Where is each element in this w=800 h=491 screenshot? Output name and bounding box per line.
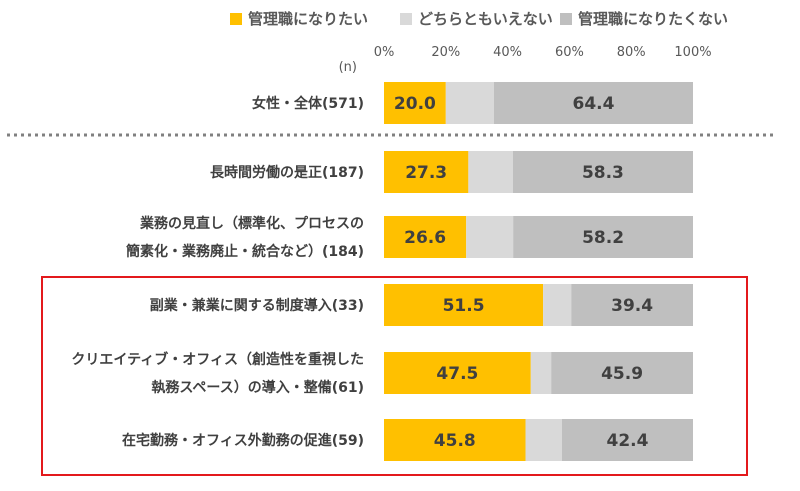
bar-want (384, 419, 526, 461)
bars-group: 20.0 64.4 27.3 58.3 26.6 58.2 51.5 39.4 47.5 45.9… (384, 82, 693, 461)
bar-want (384, 352, 531, 394)
bar-neither (468, 151, 513, 193)
value-label-want: 20.0 (394, 94, 436, 114)
bar-want (384, 82, 446, 124)
bar-want (384, 284, 544, 326)
bar-neither (530, 352, 552, 394)
x-tick-label: 80% (617, 45, 646, 60)
x-tick-label: 60% (555, 45, 584, 60)
bar-not-want (513, 216, 693, 258)
x-axis: 0% 20% 40% 60% 80% 100% (n) (339, 45, 712, 75)
bar-neither (466, 216, 514, 258)
legend-swatch-2 (560, 13, 572, 25)
category-label: 業務の見直し（標準化、プロセスの (139, 215, 364, 232)
legend-swatch-1 (400, 13, 412, 25)
sample-size-label: (n) (339, 60, 357, 75)
legend: 管理職になりたい どちらともいえない 管理職になりたくない (230, 10, 728, 28)
category-label: 副業・兼業に関する制度導入(33) (150, 297, 364, 314)
legend-label-0: 管理職になりたい (248, 10, 368, 28)
x-tick-label: 40% (493, 45, 522, 60)
value-label-not-want: 42.4 (607, 431, 649, 451)
x-tick-label: 100% (674, 45, 711, 60)
value-label-want: 47.5 (436, 364, 478, 384)
highlight-box (41, 276, 748, 476)
value-label-not-want: 45.9 (601, 364, 643, 384)
value-label-not-want: 64.4 (573, 94, 615, 114)
x-tick-label: 0% (374, 45, 395, 60)
value-label-want: 27.3 (405, 163, 447, 183)
value-label-want: 45.8 (434, 431, 476, 451)
bar-neither (543, 284, 572, 326)
category-label: 女性・全体(571) (252, 95, 364, 112)
bar-neither (525, 419, 562, 461)
bar-not-want (571, 284, 693, 326)
value-label-want: 51.5 (443, 296, 485, 316)
bar-want (384, 151, 469, 193)
category-label: 執務スペース）の導入・整備(61) (151, 379, 364, 396)
bar-neither (445, 82, 495, 124)
annotations (7, 133, 775, 476)
category-label: クリエイティブ・オフィス（創造性を重視した (71, 351, 364, 368)
bar-not-want (494, 82, 693, 124)
x-tick-label: 20% (431, 45, 460, 60)
bar-not-want (561, 419, 693, 461)
legend-label-2: 管理職になりたくない (578, 10, 728, 28)
category-labels: 女性・全体(571) 長時間労働の是正(187) 業務の見直し（標準化、プロセスの簡… (71, 95, 364, 449)
category-label: 在宅勤務・オフィス外勤務の促進(59) (122, 432, 364, 449)
bar-not-want (512, 151, 693, 193)
value-label-not-want: 58.2 (582, 228, 624, 248)
value-label-not-want: 58.3 (582, 163, 624, 183)
value-label-want: 26.6 (404, 228, 446, 248)
bar-want (384, 216, 467, 258)
category-label: 簡素化・業務廃止・統合など）(184) (126, 243, 364, 260)
bar-not-want (551, 352, 693, 394)
category-label: 長時間労働の是正(187) (210, 164, 364, 181)
legend-label-1: どちらともいえない (418, 10, 553, 28)
value-label-not-want: 39.4 (611, 296, 653, 316)
legend-swatch-0 (230, 13, 242, 25)
